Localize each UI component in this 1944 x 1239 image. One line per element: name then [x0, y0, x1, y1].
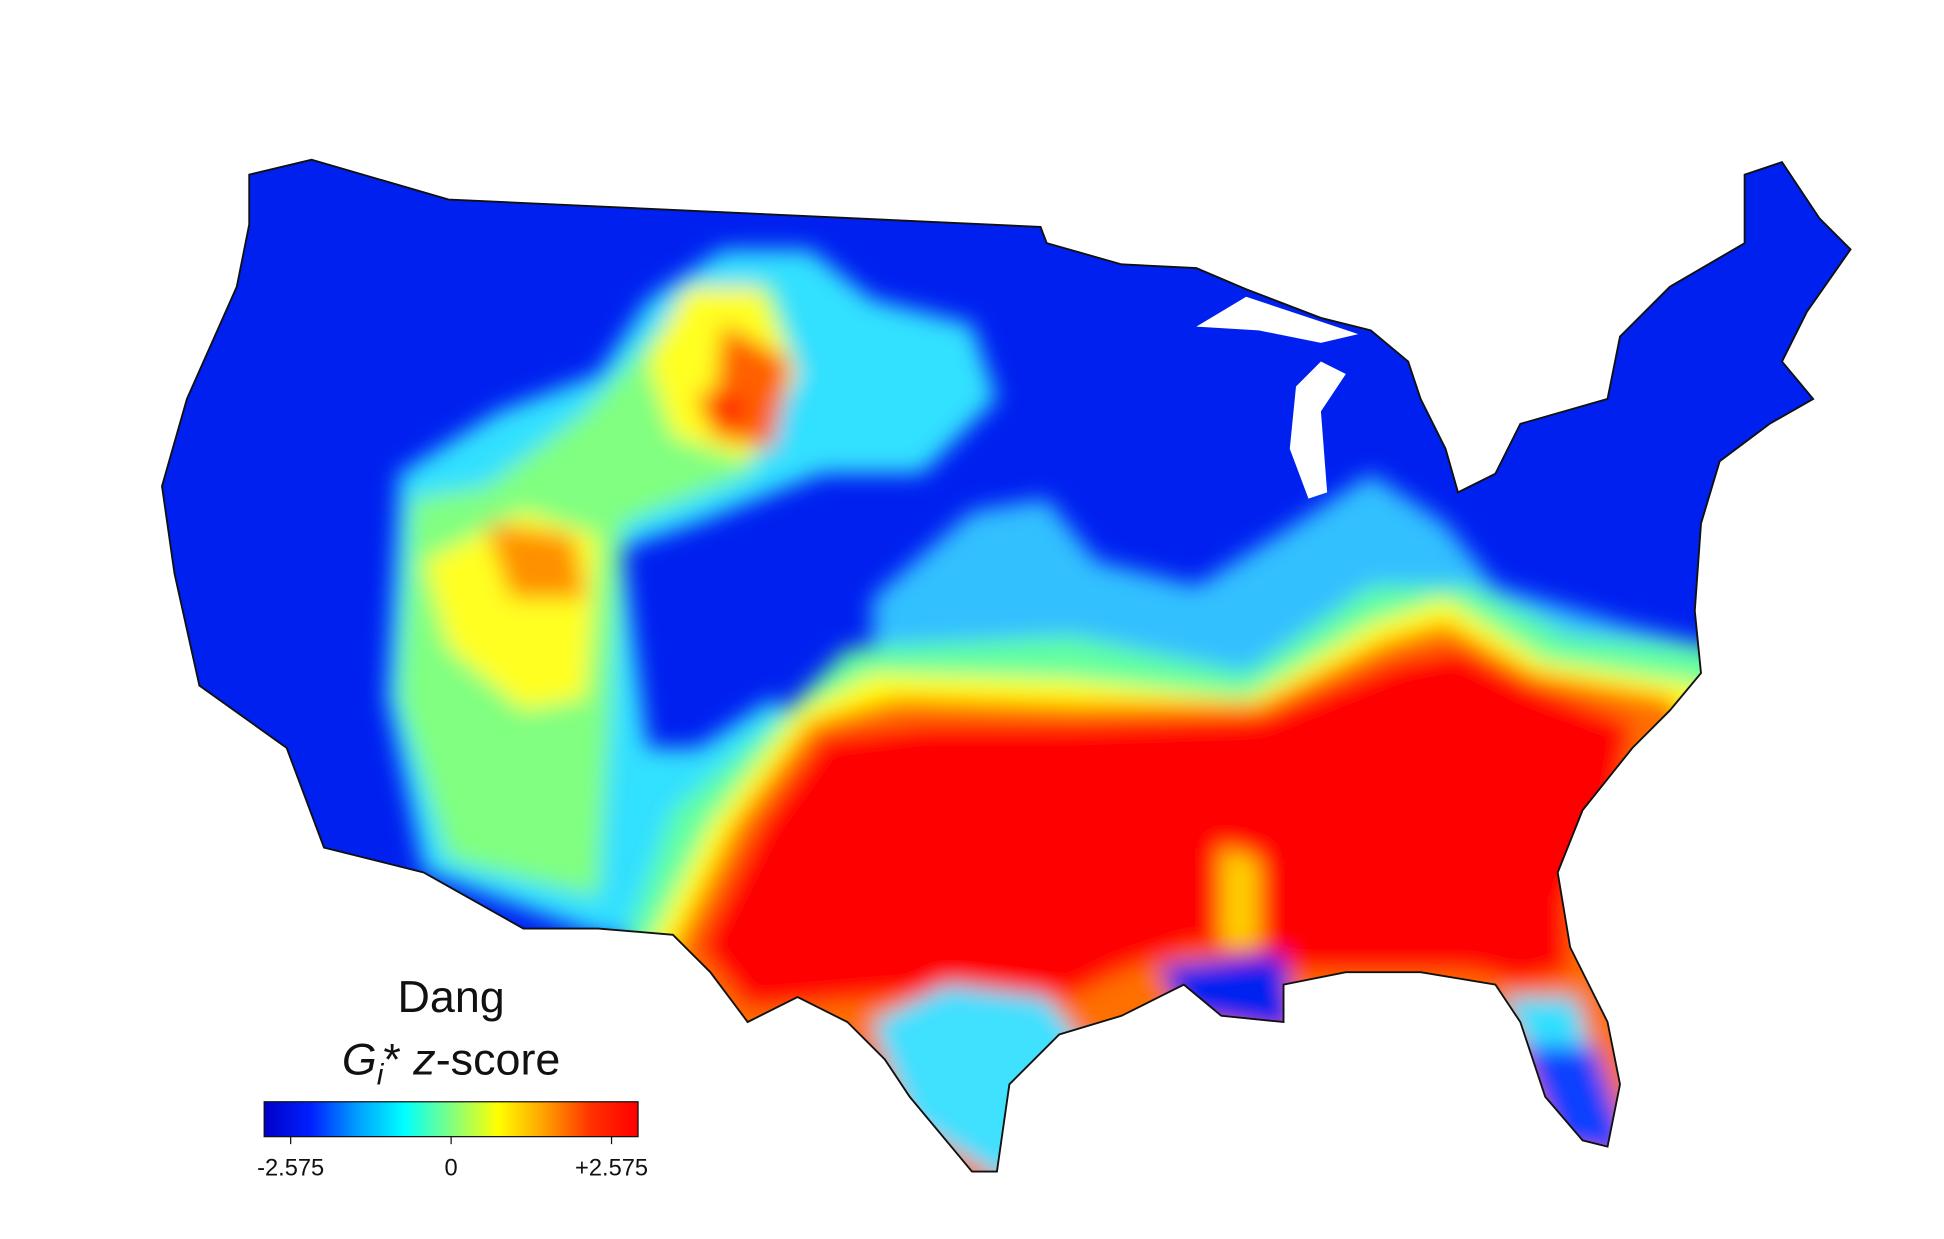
region: [1221, 847, 1259, 948]
legend-title-part: *: [383, 1033, 413, 1084]
legend-title-part: i: [377, 1058, 385, 1091]
legend-title-part: -score: [436, 1033, 561, 1084]
region: [697, 392, 748, 424]
legend-title: Gi* z-score: [342, 1033, 561, 1091]
great-lakes: [1196, 296, 1359, 499]
colorbar-tick-label: -2.575: [257, 1155, 324, 1181]
legend-title-part: G: [342, 1033, 377, 1084]
colorbar-tick-label: 0: [445, 1155, 458, 1181]
region: [872, 984, 1085, 1172]
colorbar: [263, 1101, 639, 1138]
region: [697, 648, 1633, 1010]
legend: Dang Gi* z-score -2.575 0 +2.575: [257, 971, 648, 1181]
map-title: Dang: [397, 971, 504, 1022]
region: [1501, 997, 1589, 1060]
legend-title-part: z: [412, 1033, 435, 1084]
region: [486, 523, 586, 599]
region: [1520, 1046, 1633, 1160]
region: [1158, 953, 1296, 1035]
colorbar-tick-label: +2.575: [575, 1155, 648, 1181]
